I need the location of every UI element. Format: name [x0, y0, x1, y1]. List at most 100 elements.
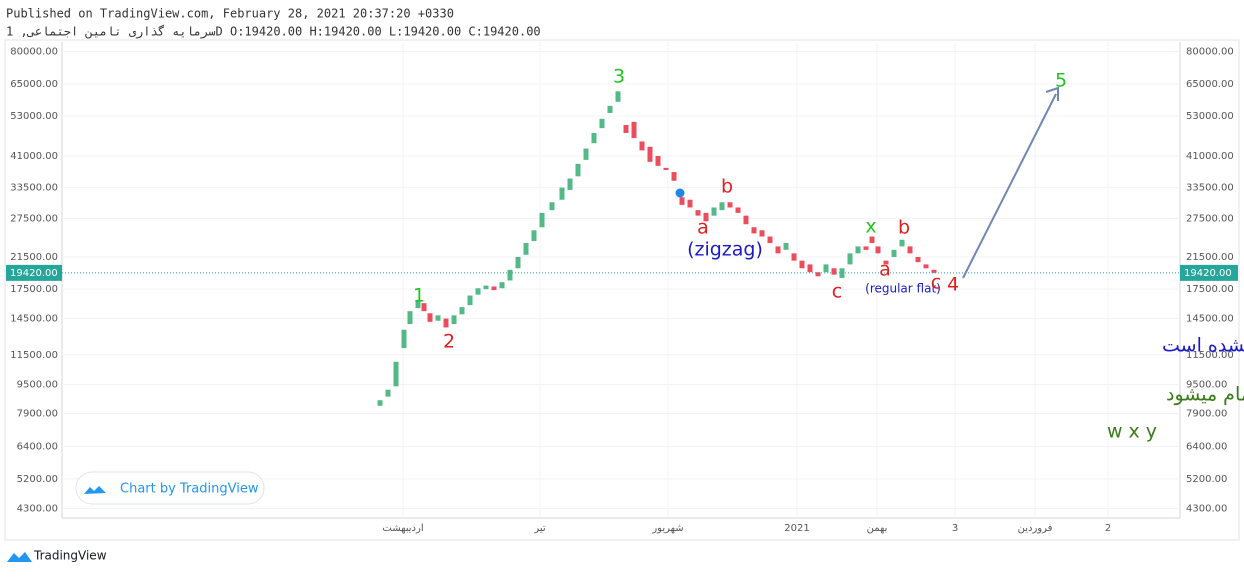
y-tick-label: 27500.00: [1186, 213, 1234, 224]
candle: [483, 285, 489, 290]
y-tick-label: 27500.00: [10, 213, 58, 224]
marker-dot: [675, 188, 685, 198]
candle: [687, 199, 693, 208]
candle: [807, 264, 813, 273]
y-tick-label: 14500.00: [10, 314, 58, 325]
candle: [549, 202, 555, 211]
x-tick-label: فروردین: [1018, 523, 1053, 534]
candle: [467, 295, 473, 306]
note: موج 4 در این سهم در 2 الگوی اصلاحی تمام …: [1166, 383, 1244, 406]
candles: 19420.00 19420.00: [6, 91, 1238, 406]
candle: [515, 256, 521, 269]
y-tick-label: 41000.00: [10, 151, 58, 162]
candle: [863, 246, 869, 250]
candle: [531, 230, 537, 242]
x-tick-label: 2021: [784, 523, 809, 534]
x-tick-label: اردیبهشت: [382, 523, 423, 534]
y-tick-label: 5200.00: [17, 474, 58, 485]
candle: [875, 246, 881, 254]
y-tick-label: 9500.00: [17, 380, 58, 391]
brand-icon: [7, 552, 32, 562]
candle: [907, 246, 913, 254]
y-tick-label: 21500.00: [1186, 252, 1234, 263]
grid: 80000.00 80000.00 65000.00 65000.00 53000.00…: [10, 42, 1234, 534]
candle: [523, 243, 529, 255]
candle: [703, 212, 709, 222]
price-tag: [1180, 264, 1238, 281]
y-tick-label: 33500.00: [10, 183, 58, 194]
x-tick-label: بهمن: [867, 523, 888, 534]
y-tick-label: 65000.00: [10, 79, 58, 90]
y-tick-label: 53000.00: [1186, 111, 1234, 122]
candle: [559, 187, 565, 200]
projection-arrow: [962, 93, 1057, 279]
note: w x y: [1107, 421, 1157, 443]
candle: [883, 260, 889, 265]
candle: [783, 243, 789, 250]
candle: [459, 307, 465, 315]
candle: [735, 207, 741, 213]
wave-label: b: [721, 176, 733, 198]
y-tick-label: 33500.00: [1186, 183, 1234, 194]
candle: [931, 269, 937, 273]
candle: [695, 210, 701, 216]
y-tick-label: 6400.00: [17, 441, 58, 452]
candle: [891, 249, 897, 257]
candle: [823, 264, 829, 273]
watermark: Chart by TradingView: [120, 482, 259, 497]
candle: [831, 268, 837, 275]
candle: [815, 272, 821, 277]
y-tick-label: 11500.00: [10, 350, 58, 361]
chart-frame: [4, 39, 1240, 541]
candle: [415, 301, 421, 309]
candle: [631, 121, 637, 139]
candle: [407, 311, 413, 325]
candle: [855, 246, 861, 254]
candle: [475, 288, 481, 295]
candle: [743, 215, 749, 225]
candle: [751, 227, 757, 234]
candle: [679, 197, 685, 205]
candle: [799, 260, 805, 269]
y-tick-label: 17500.00: [10, 284, 58, 295]
price-tag-label: 19420.00: [1184, 268, 1232, 279]
candle: [427, 313, 433, 322]
y-tick-label: 17500.00: [1186, 284, 1234, 295]
wave-label: a: [697, 217, 709, 239]
wave-label: c: [931, 272, 941, 294]
candle: [899, 239, 905, 247]
candle: [575, 163, 581, 177]
wave-label: 1: [413, 285, 425, 307]
brand[interactable]: TradingView: [33, 549, 107, 563]
y-tick-label: 65000.00: [1186, 79, 1234, 90]
candle: [567, 178, 573, 190]
candle: [451, 315, 457, 325]
candle: [639, 141, 645, 151]
candle: [539, 212, 545, 228]
candle: [759, 230, 765, 237]
y-tick-label: 53000.00: [10, 111, 58, 122]
candle: [435, 315, 441, 321]
wave-label: c: [832, 281, 842, 303]
x-tick-label: تیر: [533, 523, 546, 534]
wave-label: b: [898, 217, 910, 239]
candle: [671, 172, 677, 181]
candle: [615, 91, 621, 102]
y-tick-label: 9500.00: [1186, 380, 1227, 391]
pattern-label: (zigzag): [687, 239, 763, 261]
y-tick-label: 11500.00: [1186, 350, 1234, 361]
y-tick-label: 4300.00: [1186, 504, 1227, 515]
x-tick-label: شهریور: [651, 523, 683, 534]
candle: [507, 269, 513, 281]
watermark-badge: [75, 471, 265, 505]
candle: [491, 286, 497, 291]
arrow-head: [1045, 86, 1059, 101]
pattern-label: (regular flat): [865, 282, 941, 296]
candle: [421, 303, 427, 312]
chart-subtitle: سرمایه گذاری تامین اجتماعی, 1D O:19420.0…: [6, 25, 541, 40]
candle: [599, 118, 605, 129]
x-tick-label: 3: [952, 523, 958, 534]
wave-label: 3: [613, 66, 625, 88]
candle: [791, 253, 797, 261]
